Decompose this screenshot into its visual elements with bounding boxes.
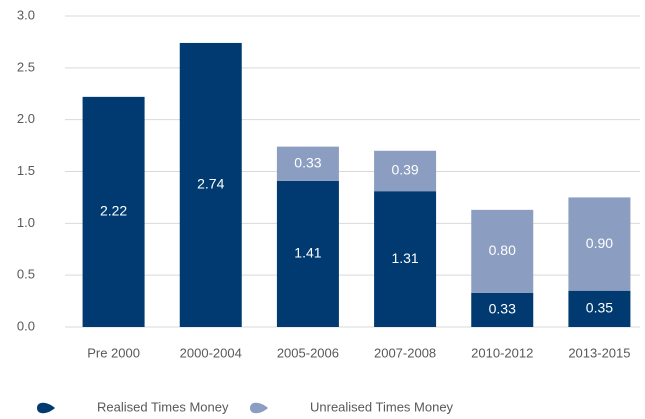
y-tick-label: 1.0 [17,215,35,230]
value-label: 1.41 [294,245,321,261]
x-tick-label: 2005-2006 [277,345,339,360]
x-tick-label: 2007-2008 [374,345,436,360]
value-label: 0.33 [294,154,321,170]
y-tick-label: 0.0 [17,318,35,333]
y-tick-label: 1.5 [17,163,35,178]
bar-segment [276,180,339,327]
value-label: 2.22 [100,203,127,219]
value-label: 0.80 [489,242,516,258]
bar-segment [374,150,437,192]
bar-segment [82,96,145,327]
legend-label: Unrealised Times Money [310,399,454,414]
bar-segment [374,191,437,327]
value-label: 0.90 [586,235,613,251]
value-label: 0.33 [489,301,516,317]
y-tick-label: 2.0 [17,111,35,126]
bar-segment [568,290,631,327]
bar-segment [568,197,631,291]
x-tick-label: 2013-2015 [568,345,630,360]
bar-segment [276,146,339,181]
value-label: 0.39 [391,162,418,178]
bar-segment [471,209,534,293]
y-tick-label: 2.5 [17,59,35,74]
bar-segment [179,42,242,327]
legend-marker [37,402,55,414]
x-tick-label: 2010-2012 [471,345,533,360]
x-tick-label: Pre 2000 [87,345,140,360]
value-label: 0.35 [586,300,613,316]
legend-marker [250,402,268,414]
y-tick-label: 0.5 [17,267,35,282]
value-label: 1.31 [391,250,418,266]
x-tick-label: 2000-2004 [180,345,242,360]
value-label: 2.74 [197,176,224,192]
bar-segment [471,292,534,327]
y-tick-label: 3.0 [17,7,35,22]
legend-label: Realised Times Money [97,399,229,414]
